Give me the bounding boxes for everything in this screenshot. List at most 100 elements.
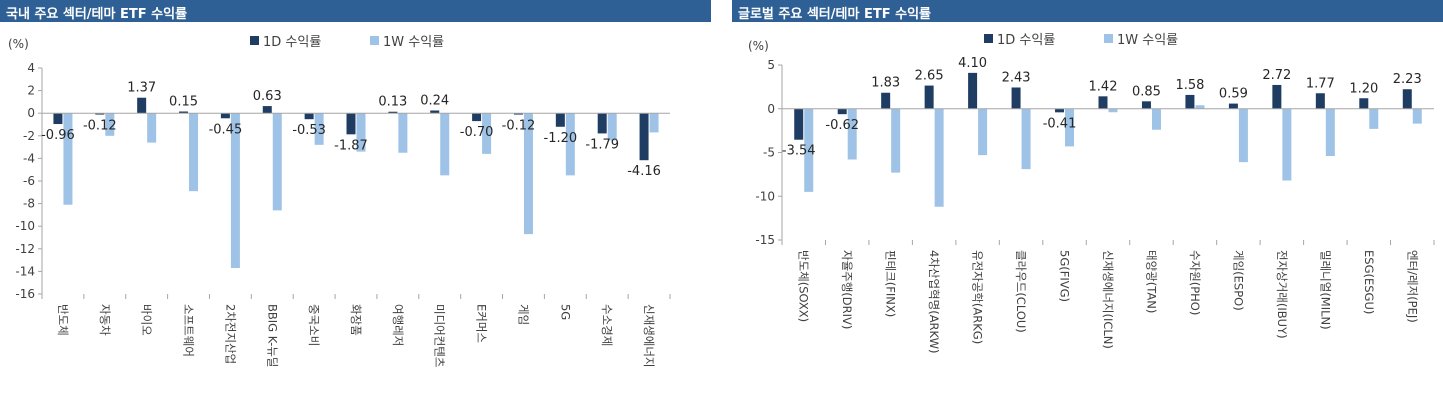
global-data-label: 2.43 <box>1002 70 1031 85</box>
global-bar-1d <box>1011 87 1021 109</box>
domestic-y-tick-label: -16 <box>15 287 35 301</box>
global-category-label: 엔터/레저(PEJ) <box>1405 250 1419 323</box>
domestic-bar-1d <box>137 97 147 114</box>
global-data-label: 2.72 <box>1262 68 1291 83</box>
global-bar-1w <box>1021 108 1031 170</box>
domestic-bar-1w <box>356 113 366 152</box>
global-category-label: 태양광(TAN) <box>1144 250 1158 313</box>
domestic-bar-1w <box>440 113 450 176</box>
domestic-bar-1d <box>555 113 565 127</box>
global-etf-panel: 글로벌 주요 섹터/테마 ETF 수익률 (%) 1D 수익률 1W 수익률 5 0 -5… <box>732 0 1443 405</box>
domestic-bar-1d <box>430 110 440 114</box>
global-data-label: 2.23 <box>1393 72 1422 87</box>
global-bar-1w <box>1065 108 1075 147</box>
global-y-tick-label: -10 <box>755 189 775 203</box>
global-category-label: 4차산업혁명(ARKW) <box>927 250 941 354</box>
domestic-bar-1d <box>346 113 356 135</box>
domestic-legend-label-1d: 1D 수익률 <box>263 35 321 50</box>
global-bar-1w <box>847 108 857 160</box>
global-unit-label: (%) <box>748 39 769 53</box>
global-data-label: 1.83 <box>871 76 900 91</box>
global-data-label: 1.42 <box>1089 79 1118 94</box>
domestic-bar-1d <box>262 106 272 114</box>
domestic-category-label: 여행레저 <box>391 304 405 346</box>
domestic-category-label: 자동차 <box>98 304 112 336</box>
domestic-category-label: 화장품 <box>349 304 363 336</box>
global-y-tick-label: 5 <box>767 58 775 72</box>
domestic-y-tick-label: -6 <box>23 174 35 188</box>
domestic-bar-1w <box>147 113 157 143</box>
domestic-bar-1d <box>95 113 105 115</box>
domestic-bar-1w <box>398 113 408 153</box>
global-bar-1d <box>1185 94 1195 109</box>
global-category-label: 수자원(PHO) <box>1188 250 1202 315</box>
global-bar-1w <box>934 108 944 207</box>
domestic-bar-1w <box>189 113 199 192</box>
domestic-category-label: E커머스 <box>475 304 489 343</box>
global-y-tick-label: -15 <box>755 233 775 247</box>
domestic-title-bar: 국내 주요 섹터/테마 ETF 수익률 <box>0 0 711 22</box>
global-category-label: 클라우드(CLOU) <box>1014 250 1028 333</box>
global-data-label: -0.41 <box>1043 116 1077 131</box>
domestic-legend-label-1w: 1W 수익률 <box>383 35 444 50</box>
global-legend-swatch-1w <box>1104 34 1113 43</box>
domestic-category-label: 5G <box>558 304 572 320</box>
global-bar-1d <box>881 92 891 109</box>
global-bar-1w <box>891 108 901 173</box>
domestic-data-label: 1.37 <box>127 81 156 96</box>
domestic-data-label: -0.12 <box>502 119 536 134</box>
global-bar-1d <box>1402 89 1412 109</box>
domestic-etf-chart: (%) 1D 수익률 1W 수익률 4 2 0 -2 -4 -6 -8 -10 -12 -14 -16 -0… <box>8 35 671 367</box>
domestic-bar-1d <box>597 113 607 134</box>
domestic-y-tick-label: -12 <box>15 242 35 256</box>
global-data-label: 4.10 <box>958 56 987 71</box>
global-category-label: 유전자공학(ARKG) <box>971 250 985 344</box>
global-bar-1w <box>1325 108 1335 156</box>
domestic-bar-1w <box>482 113 492 154</box>
domestic-y-tick-label: -8 <box>23 197 35 211</box>
domestic-bar-1w <box>314 113 324 145</box>
global-bar-1d <box>1055 108 1065 113</box>
domestic-bar-1d <box>220 113 230 119</box>
domestic-data-label: -0.96 <box>41 128 75 143</box>
domestic-bar-1w <box>63 113 73 205</box>
domestic-category-label: 신재생에너지 <box>642 304 656 367</box>
global-bar-1w <box>804 108 814 192</box>
domestic-bar-1d <box>639 113 649 161</box>
domestic-category-label: 소프트웨어 <box>182 304 196 357</box>
global-bar-1d <box>794 108 804 140</box>
global-bar-1w <box>1195 105 1205 109</box>
domestic-etf-panel: 국내 주요 섹터/테마 ETF 수익률 (%) 1D 수익률 1W 수익률 4 2 0 -2… <box>0 0 711 405</box>
global-legend: 1D 수익률 1W 수익률 <box>984 33 1178 48</box>
global-data-label: 0.59 <box>1219 87 1248 102</box>
domestic-data-label: -4.16 <box>627 164 661 179</box>
domestic-category-label: BBIG K-뉴딜 <box>265 304 279 367</box>
global-category-label: 5G(FIVG) <box>1058 250 1072 302</box>
global-chart-title: 글로벌 주요 섹터/테마 ETF 수익률 <box>738 7 932 22</box>
global-bar-1d <box>1272 84 1282 109</box>
domestic-data-label: -1.79 <box>585 137 619 152</box>
domestic-bar-1w <box>105 113 115 136</box>
domestic-category-label: 수소경제 <box>600 304 614 346</box>
global-bar-1d <box>1228 103 1238 109</box>
domestic-data-label: 0.15 <box>169 95 198 110</box>
domestic-category-label: 바이오 <box>140 304 154 336</box>
domestic-data-label: -0.45 <box>209 122 243 137</box>
global-bar-1d <box>1359 98 1369 109</box>
global-bar-1d <box>837 108 847 115</box>
global-category-label: 신재생에너지(ICLN) <box>1101 250 1115 349</box>
global-legend-swatch-1d <box>984 34 993 43</box>
global-data-label: 1.58 <box>1175 78 1204 93</box>
domestic-data-label: 0.63 <box>253 89 282 104</box>
global-data-label: 1.20 <box>1349 81 1378 96</box>
global-bar-1w <box>978 108 988 156</box>
global-title-bar: 글로벌 주요 섹터/테마 ETF 수익률 <box>732 0 1443 22</box>
global-bar-1w <box>1369 108 1379 129</box>
global-bar-1d <box>924 85 934 109</box>
domestic-bar-1w <box>272 113 282 211</box>
global-bar-1w <box>1282 108 1292 181</box>
global-legend-label-1w: 1W 수익률 <box>1117 33 1178 48</box>
global-bar-1d <box>1098 96 1108 109</box>
global-bar-1w <box>1412 108 1422 124</box>
domestic-bar-1d <box>304 113 314 120</box>
